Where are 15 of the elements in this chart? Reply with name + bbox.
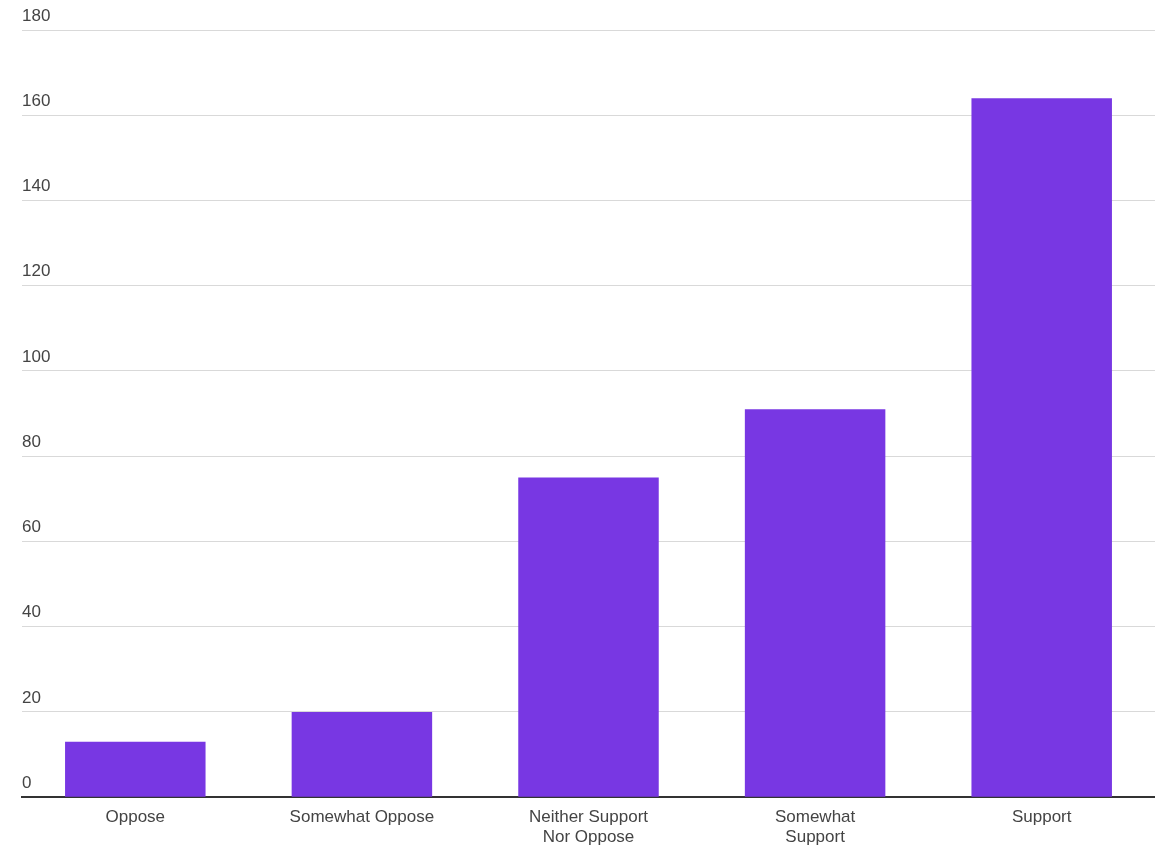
y-tick-label: 0 (22, 772, 32, 792)
y-tick-label: 60 (22, 517, 41, 537)
y-tick-label: 40 (22, 602, 41, 622)
y-tick-label: 140 (22, 176, 51, 196)
x-tick-label: Support (1011, 807, 1072, 827)
y-tick-label: 160 (22, 90, 51, 110)
y-tick-label: 80 (22, 431, 41, 451)
y-tick-label: 100 (22, 346, 51, 366)
y-tick-label: 20 (22, 687, 41, 707)
y-tick-label: 120 (22, 261, 51, 281)
x-tick-label: Somewhat Oppose (289, 807, 435, 827)
x-tick-label: Oppose (105, 807, 166, 827)
y-tick-label: 180 (22, 5, 51, 25)
x-tick-label: Neither Support Nor Oppose (528, 807, 649, 847)
x-tick-label: Somewhat Support (774, 807, 856, 847)
